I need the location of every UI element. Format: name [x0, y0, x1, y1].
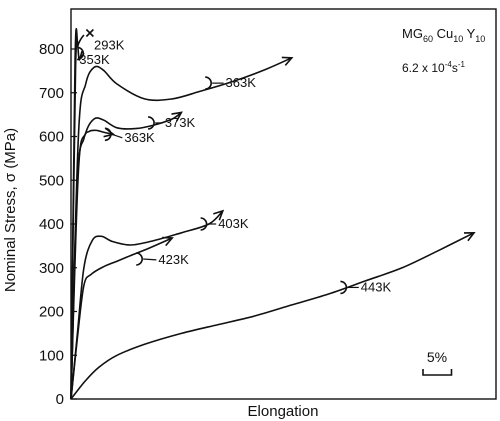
marker-group: [76, 46, 359, 295]
alloy-prefix: MG: [402, 26, 423, 41]
temp-marker-363K: [205, 76, 212, 90]
series-label-403K: 403K: [218, 216, 249, 231]
series-label-443K: 443K: [361, 279, 392, 294]
leader-line-383K: [111, 133, 123, 139]
scale-bar-line: [422, 369, 453, 376]
y-axis-title: Nominal Stress, σ (MPa): [2, 128, 19, 292]
rate-exp: -4: [445, 60, 453, 69]
temp-marker-373K: [147, 116, 155, 130]
y-tick-label: 0: [56, 391, 64, 408]
series-line-383K: [70, 129, 114, 400]
rate-unit-exp: -1: [458, 60, 466, 69]
series-line-443K: [70, 232, 475, 400]
y-tick-label: 300: [39, 260, 64, 277]
series-group: [70, 28, 476, 400]
y-tick-label: 100: [39, 347, 64, 364]
y-tick-label: 400: [39, 216, 64, 233]
rate-base: 6.2 x 10: [402, 61, 445, 75]
alloy-sub3: 10: [475, 34, 485, 44]
temp-marker-353K: [77, 46, 85, 61]
rate-annotation: 6.2 x 10-4s-1: [402, 60, 465, 75]
temp-marker-403K: [200, 217, 208, 231]
series-label-353K: 353K: [79, 52, 110, 67]
plot-frame: [70, 8, 497, 400]
fracture-mark-293K: [85, 28, 94, 38]
y-tick-label: 700: [39, 85, 64, 102]
temp-marker-383K: [104, 127, 112, 142]
temp-marker-443K: [340, 280, 348, 295]
alloy-sub2: 10: [453, 34, 463, 44]
leader-line-423K: [143, 258, 157, 261]
leader-line-353K: [76, 52, 85, 61]
series-arrow-363K: [281, 56, 294, 66]
y-axis: 0 100 200 300 400 500 600 700 800: [39, 41, 77, 408]
series-line-363K: [70, 57, 293, 400]
alloy-mid2: Y: [463, 26, 475, 41]
series-arrow-403K: [213, 209, 225, 221]
series-line-423K: [70, 237, 173, 400]
series-arrow-423K: [162, 236, 174, 247]
series-arrow-443K: [463, 231, 476, 242]
rate-unit: s: [452, 61, 458, 75]
series-line-403K: [70, 210, 224, 400]
alloy-mid1: Cu: [433, 26, 453, 41]
series-label-363K: 363K: [226, 75, 257, 90]
series-label-293K: 293K: [94, 38, 125, 53]
y-tick-label: 800: [39, 41, 64, 58]
series-arrow-373K: [171, 111, 183, 122]
series-label-373K: 373K: [165, 115, 196, 130]
scale-bar: 5%: [422, 349, 453, 376]
alloy-annotation: MG60 Cu10 Y10: [402, 26, 485, 44]
temp-marker-423K: [136, 252, 143, 266]
alloy-sub1: 60: [423, 34, 433, 44]
y-tick-label: 200: [39, 304, 64, 321]
scale-bar-label: 5%: [427, 349, 447, 365]
series-label-423K: 423K: [158, 252, 189, 267]
series-label-383K: 363K: [124, 130, 155, 145]
y-tick-label: 500: [39, 172, 64, 189]
y-tick-label: 600: [39, 129, 64, 146]
x-axis-title: Elongation: [248, 403, 319, 420]
